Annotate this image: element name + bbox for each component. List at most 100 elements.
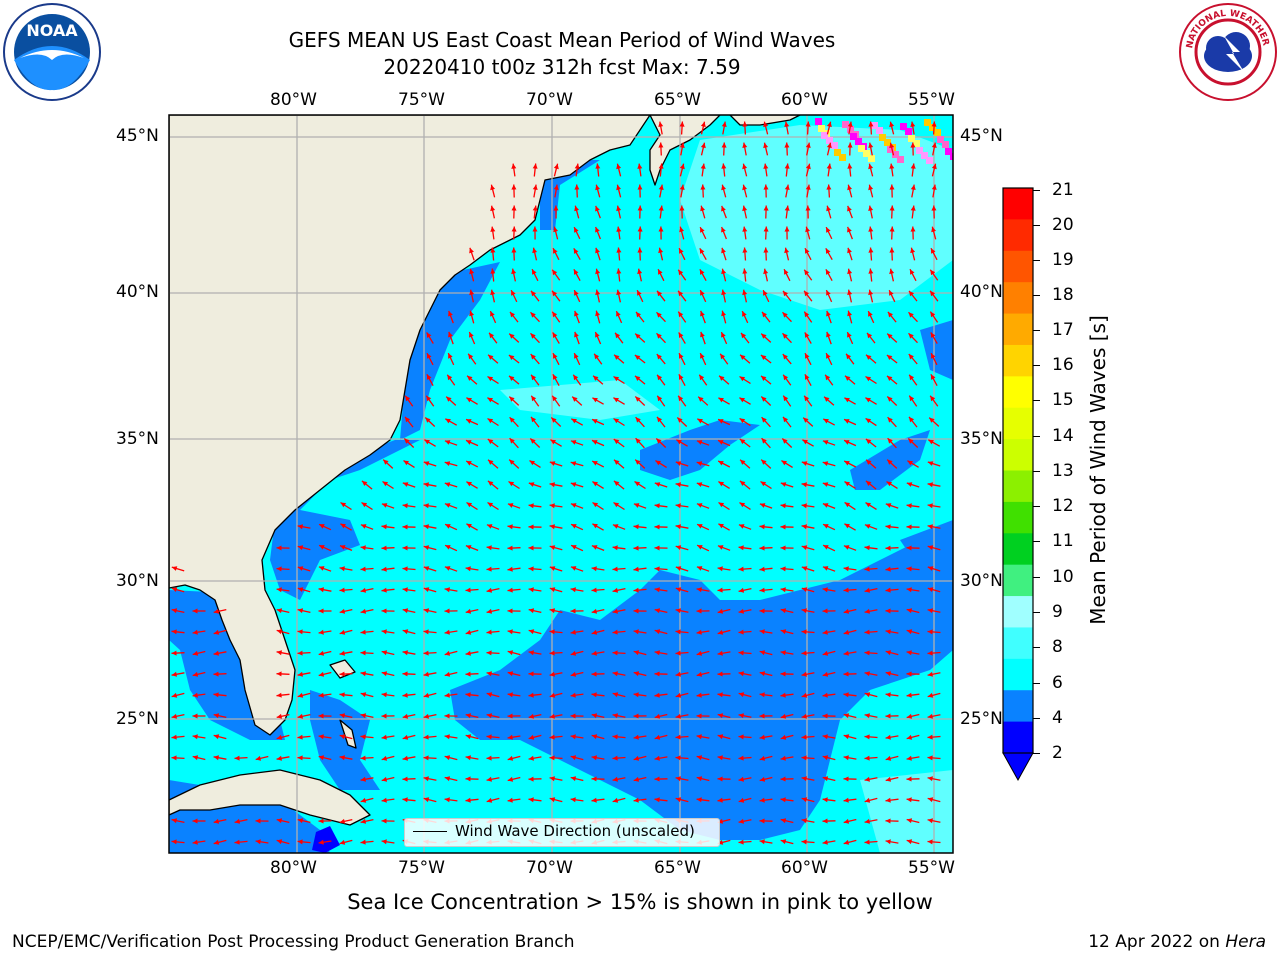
wind-wave-arrow <box>718 375 730 385</box>
wind-wave-arrow <box>654 608 668 614</box>
wind-wave-arrow <box>759 776 773 782</box>
wind-wave-arrow <box>805 142 811 156</box>
wind-wave-arrow <box>549 587 563 593</box>
wind-wave-arrow <box>802 417 814 427</box>
wind-wave-arrow <box>760 333 772 343</box>
wind-wave-arrow <box>613 480 625 490</box>
wind-wave-arrow <box>511 163 517 177</box>
wind-wave-arrow <box>658 184 664 198</box>
wind-wave-arrow <box>822 629 836 635</box>
wind-wave-arrow <box>574 163 580 177</box>
wind-wave-arrow <box>675 797 689 803</box>
lon-label-top: 55°W <box>908 90 955 110</box>
map-gridlines <box>169 115 953 853</box>
colorbar-label: Mean Period of Wind Waves [s] <box>1086 315 1110 625</box>
wind-wave-arrow <box>171 671 185 677</box>
wind-wave-arrow <box>339 734 353 740</box>
wind-wave-arrow <box>423 482 437 488</box>
wind-wave-arrow <box>696 587 710 593</box>
wind-wave-arrow <box>171 839 185 845</box>
wind-wave-arrow <box>447 352 455 366</box>
wind-wave-arrow <box>402 734 416 740</box>
wind-wave-arrow <box>444 671 458 677</box>
wind-wave-arrow <box>486 734 500 740</box>
wind-wave-arrow <box>868 247 874 261</box>
wind-wave-arrow <box>318 713 332 719</box>
wind-wave-arrow <box>465 544 479 552</box>
wind-wave-arrow <box>339 713 353 719</box>
wind-wave-arrow <box>381 734 395 740</box>
wind-wave-arrow <box>486 566 500 572</box>
wind-wave-arrow <box>885 629 899 635</box>
sea-ice-cell <box>913 140 920 147</box>
wind-wave-arrow <box>360 524 374 530</box>
sea-ice-cell <box>868 155 875 162</box>
wind-wave-arrow <box>592 397 604 405</box>
wind-wave-arrow <box>885 734 899 740</box>
wind-wave-arrow <box>549 503 563 509</box>
wind-wave-arrow <box>318 671 332 677</box>
wind-wave-arrow <box>742 205 748 219</box>
wind-wave-arrow <box>637 226 643 240</box>
wind-wave-arrow <box>633 797 647 803</box>
wind-wave-arrow <box>885 650 899 656</box>
wind-wave-arrow <box>826 184 832 198</box>
wind-wave-arrow <box>486 776 500 782</box>
wind-wave-arrow <box>318 818 332 824</box>
wind-wave-arrow <box>906 545 920 551</box>
lat-label-right: 35°N <box>960 429 1003 449</box>
wind-wave-arrow <box>927 439 941 447</box>
wind-wave-arrow <box>423 734 437 740</box>
wind-wave-arrow <box>465 418 479 426</box>
wind-wave-arrow <box>423 608 437 614</box>
wind-wave-arrow <box>866 332 876 344</box>
wind-wave-arrow <box>490 184 496 198</box>
wind-wave-arrow <box>801 503 815 509</box>
wind-wave-arrow <box>616 184 622 198</box>
colorbar-segment <box>1003 188 1033 220</box>
wind-wave-arrow <box>213 755 227 761</box>
wind-wave-arrow <box>887 416 897 428</box>
wind-wave-arrow <box>633 629 647 635</box>
wind-wave-arrow <box>927 503 941 509</box>
wind-wave-arrow <box>759 545 773 551</box>
wind-wave-arrow <box>465 671 479 677</box>
colorbar-tick-label: 11 <box>1052 531 1074 551</box>
wind-wave-arrow <box>508 396 520 406</box>
wind-wave-arrow <box>844 397 856 405</box>
wind-wave-arrow <box>490 268 496 282</box>
wind-wave-arrows <box>171 121 941 845</box>
wind-wave-arrow <box>822 755 836 761</box>
colorbar-tick-label: 21 <box>1052 180 1074 200</box>
wind-wave-arrow <box>528 776 542 782</box>
wind-wave-arrow <box>843 671 857 677</box>
wind-wave-arrow <box>739 480 751 490</box>
wind-wave-arrow <box>885 524 899 530</box>
wind-wave-arrow <box>234 839 248 845</box>
wind-wave-arrow <box>886 333 898 343</box>
wind-wave-arrow <box>906 629 920 635</box>
wind-wave-arrow <box>929 395 939 407</box>
wind-wave-arrow <box>822 461 836 467</box>
wind-wave-arrow <box>549 776 563 782</box>
wind-wave-arrow <box>927 482 941 488</box>
wind-wave-arrow <box>318 839 332 845</box>
wind-wave-arrow <box>213 671 227 677</box>
wind-wave-arrow <box>613 438 625 448</box>
wind-wave-arrow <box>360 797 374 803</box>
wind-wave-arrow <box>868 121 874 135</box>
wind-wave-arrow <box>276 608 290 614</box>
wind-wave-arrow <box>699 268 707 282</box>
wind-wave-arrow <box>634 459 646 469</box>
wind-wave-arrow <box>843 418 857 426</box>
wind-wave-arrow <box>906 818 920 824</box>
wind-wave-arrow <box>843 839 857 845</box>
wind-wave-arrow <box>465 797 479 803</box>
wind-wave-arrow <box>549 755 563 761</box>
credit-line: NCEP/EMC/Verification Post Processing Pr… <box>12 932 575 952</box>
wind-wave-arrow <box>466 375 478 385</box>
wind-wave-arrow <box>889 268 895 282</box>
wind-wave-arrow <box>339 692 353 698</box>
wind-wave-arrow <box>906 797 920 803</box>
wind-wave-arrow <box>637 247 643 261</box>
